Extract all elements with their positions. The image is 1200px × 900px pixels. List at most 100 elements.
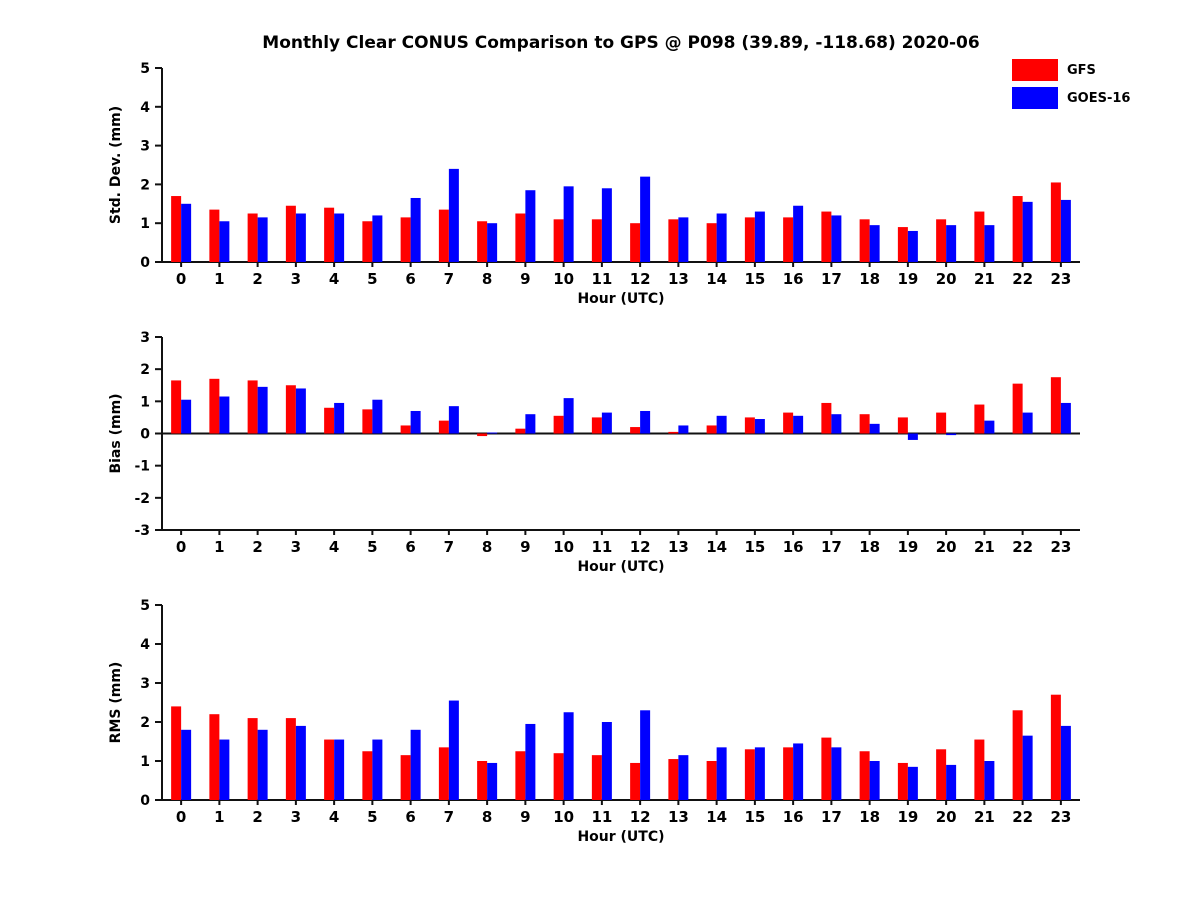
- y-axis-label: RMS (mm): [108, 662, 124, 744]
- x-tick-label: 16: [783, 808, 804, 826]
- x-tick-label: 12: [630, 538, 651, 556]
- bar-gfs-hour-13: [668, 759, 679, 800]
- x-tick-label: 8: [482, 270, 492, 288]
- x-tick-label: 17: [821, 808, 842, 826]
- bar-gfs-hour-23: [1050, 182, 1061, 262]
- x-tick-label: 14: [706, 538, 727, 556]
- x-tick-label: 18: [859, 538, 880, 556]
- bar-gfs-hour-20: [936, 219, 947, 262]
- y-tick-label: 3: [140, 330, 150, 346]
- bar-gfs-hour-5: [362, 751, 373, 800]
- bar-gfs-hour-3: [285, 718, 296, 800]
- x-tick-label: 5: [367, 538, 377, 556]
- bar-gfs-hour-22: [1012, 196, 1023, 262]
- x-tick-label: 0: [176, 808, 186, 826]
- bar-goes16-hour-0: [181, 729, 192, 800]
- x-tick-label: 10: [553, 808, 574, 826]
- bar-gfs-hour-8: [477, 761, 488, 800]
- bar-gfs-hour-6: [400, 755, 411, 800]
- legend-label-goes16: GOES-16: [1067, 90, 1131, 106]
- y-tick-label: 5: [140, 61, 150, 77]
- bar-goes16-hour-23: [1060, 199, 1071, 262]
- bar-gfs-hour-11: [591, 417, 602, 434]
- bar-gfs-hour-8: [477, 433, 488, 437]
- x-tick-label: 9: [520, 270, 530, 288]
- x-tick-label: 3: [291, 538, 301, 556]
- legend-item-gfs: GFS: [1012, 59, 1130, 81]
- bar-goes16-hour-23: [1060, 725, 1071, 800]
- x-tick-label: 21: [974, 270, 995, 288]
- x-tick-label: 23: [1050, 808, 1071, 826]
- bar-gfs-hour-11: [591, 219, 602, 262]
- bar-goes16-hour-14: [716, 747, 727, 800]
- x-tick-label: 9: [520, 808, 530, 826]
- x-axis-label: Hour (UTC): [577, 291, 664, 307]
- bar-goes16-hour-22: [1022, 412, 1033, 434]
- bar-goes16-hour-16: [793, 415, 804, 434]
- bar-gfs-hour-23: [1050, 694, 1061, 800]
- x-tick-label: 20: [936, 270, 957, 288]
- bar-gfs-hour-14: [706, 761, 717, 800]
- x-tick-label: 10: [553, 538, 574, 556]
- x-tick-label: 4: [329, 538, 339, 556]
- bar-gfs-hour-6: [400, 425, 411, 434]
- bar-goes16-hour-15: [754, 211, 765, 262]
- bar-gfs-hour-17: [821, 402, 832, 434]
- x-tick-label: 2: [252, 808, 262, 826]
- bar-gfs-hour-18: [859, 219, 870, 262]
- bar-goes16-hour-11: [601, 722, 612, 800]
- bar-goes16-hour-19: [907, 230, 918, 262]
- bar-gfs-hour-16: [783, 412, 794, 434]
- bar-gfs-hour-3: [285, 205, 296, 262]
- bar-goes16-hour-16: [793, 205, 804, 262]
- bar-goes16-hour-23: [1060, 402, 1071, 434]
- bar-goes16-hour-4: [334, 213, 345, 262]
- bar-gfs-hour-11: [591, 755, 602, 800]
- legend-label-gfs: GFS: [1067, 62, 1096, 78]
- bar-gfs-hour-23: [1050, 377, 1061, 434]
- bar-goes16-hour-1: [219, 396, 230, 434]
- bar-goes16-hour-9: [525, 414, 536, 434]
- bar-goes16-hour-6: [410, 197, 421, 262]
- x-tick-label: 4: [329, 270, 339, 288]
- bar-gfs-hour-7: [438, 747, 449, 800]
- x-tick-label: 5: [367, 270, 377, 288]
- x-tick-label: 1: [214, 538, 224, 556]
- x-tick-label: 18: [859, 808, 880, 826]
- bar-gfs-hour-9: [515, 213, 526, 262]
- bar-goes16-hour-17: [831, 747, 842, 800]
- x-tick-label: 0: [176, 538, 186, 556]
- y-tick-label: -1: [134, 459, 150, 475]
- bar-gfs-hour-19: [897, 417, 908, 434]
- bar-goes16-hour-5: [372, 399, 383, 434]
- x-tick-label: 14: [706, 808, 727, 826]
- bar-goes16-hour-10: [563, 398, 574, 434]
- x-tick-label: 5: [367, 808, 377, 826]
- x-tick-label: 3: [291, 270, 301, 288]
- bar-goes16-hour-5: [372, 739, 383, 800]
- y-tick-label: 1: [140, 754, 150, 770]
- bar-gfs-hour-7: [438, 420, 449, 434]
- bar-goes16-hour-4: [334, 739, 345, 800]
- bar-gfs-hour-1: [209, 209, 220, 262]
- bar-gfs-hour-14: [706, 223, 717, 262]
- bar-goes16-hour-21: [984, 761, 995, 800]
- bar-gfs-hour-4: [324, 739, 335, 800]
- x-tick-label: 8: [482, 808, 492, 826]
- bar-gfs-hour-2: [247, 213, 258, 262]
- bar-gfs-hour-14: [706, 425, 717, 434]
- y-tick-label: 4: [140, 637, 150, 653]
- bar-gfs-hour-19: [897, 762, 908, 800]
- bar-gfs-hour-0: [171, 196, 182, 262]
- x-tick-label: 13: [668, 270, 689, 288]
- bar-gfs-hour-6: [400, 217, 411, 262]
- y-tick-label: 3: [140, 139, 150, 155]
- bar-gfs-hour-16: [783, 747, 794, 800]
- bar-gfs-hour-16: [783, 217, 794, 262]
- x-tick-label: 22: [1012, 270, 1033, 288]
- bar-gfs-hour-19: [897, 227, 908, 262]
- x-tick-label: 12: [630, 808, 651, 826]
- bar-goes16-hour-18: [869, 225, 880, 262]
